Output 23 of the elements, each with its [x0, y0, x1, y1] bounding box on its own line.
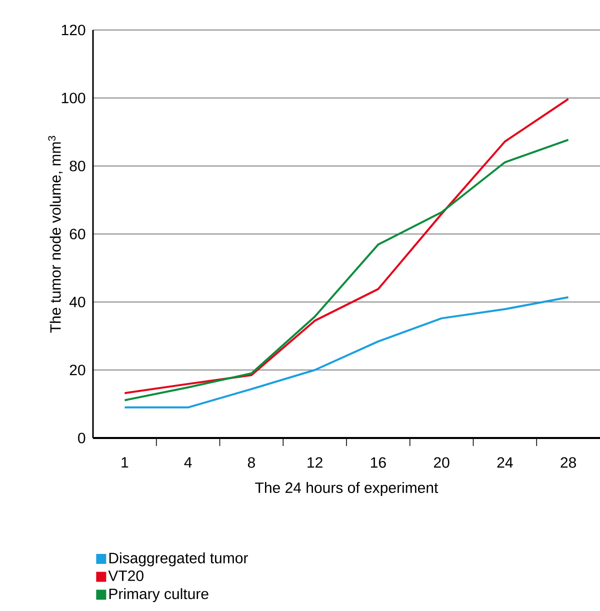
line-series — [124, 138, 570, 402]
y-tick-label: 120 — [62, 24, 86, 36]
y-tick-label: 40 — [69, 296, 86, 308]
legend-label: VT20 — [108, 570, 144, 582]
x-tick-label: 1 — [122, 457, 128, 468]
x-tick-label: 8 — [248, 457, 255, 468]
legend-label: Primary culture — [109, 588, 208, 602]
y-axis-title: The tumor node volume, mm$^{3}$ — [48, 136, 63, 333]
y-tick-label: 0 — [78, 432, 86, 444]
y-tick-label: 60 — [70, 228, 86, 240]
x-tick-label: 28 — [560, 457, 576, 468]
line-series — [124, 98, 570, 394]
x-tick-label: 20 — [434, 457, 450, 468]
x-tick-label: 16 — [370, 457, 386, 468]
y-tick-label: 80 — [70, 160, 86, 172]
y-tick-label: 20 — [70, 364, 86, 376]
x-tick-label: 24 — [497, 457, 513, 468]
line-series — [124, 296, 570, 408]
y-tick-label: 100 — [62, 92, 86, 104]
legend-label: Disaggregated tumor — [109, 552, 248, 566]
x-axis-title: The 24 hours of experiment — [255, 482, 438, 496]
x-tick-label: 12 — [308, 457, 322, 468]
x-tick-label: 4 — [184, 457, 192, 468]
